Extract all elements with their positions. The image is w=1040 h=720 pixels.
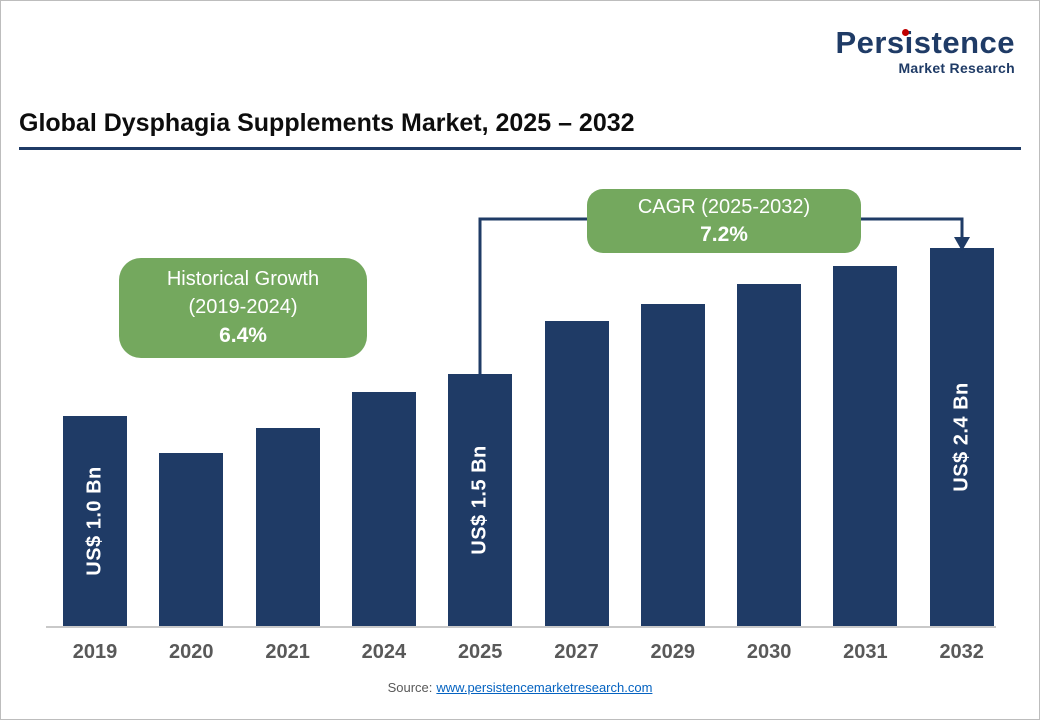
logo: Persistence Market Research <box>835 27 1015 76</box>
historical-growth-line2: (2019-2024) <box>188 295 298 318</box>
bar-2031 <box>833 266 898 626</box>
logo-wordmark: Persistence <box>835 25 1015 60</box>
x-axis-label-2021: 2021 <box>265 641 310 663</box>
cagr-callout: CAGR (2025-2032) 7.2% <box>587 189 861 253</box>
title-underline <box>19 147 1021 150</box>
bar-2029 <box>640 304 705 626</box>
historical-growth-value: 6.4% <box>219 323 267 347</box>
x-axis-label-2019: 2019 <box>72 641 118 663</box>
logo-red-dot-icon <box>902 29 910 36</box>
bar-2020 <box>159 453 224 626</box>
bar-2024 <box>351 392 416 626</box>
x-axis-label-2030: 2030 <box>746 641 792 663</box>
x-axis-label-2029: 2029 <box>650 641 696 663</box>
cagr-value: 7.2% <box>700 222 748 246</box>
bar-2019: US$ 1.0 Bn <box>63 416 127 626</box>
bar-value-label-2032: US$ 2.4 Bn <box>950 382 973 492</box>
source-prefix: Source: <box>387 680 433 695</box>
historical-growth-line1: Historical Growth <box>166 267 320 290</box>
bar-value-label-2025: US$ 1.5 Bn <box>468 445 491 555</box>
x-axis-label-2024: 2024 <box>361 641 407 663</box>
source-link[interactable]: www.persistencemarketresearch.com <box>436 680 653 695</box>
bar-2032: US$ 2.4 Bn <box>929 248 994 626</box>
chart-title: Global Dysphagia Supplements Market, 202… <box>19 109 635 137</box>
historical-growth-callout: Historical Growth (2019-2024) 6.4% <box>119 258 367 358</box>
x-axis-label-2027: 2027 <box>554 641 599 663</box>
cagr-line1: CAGR (2025-2032) <box>637 195 811 218</box>
bar-value-label-2019: US$ 1.0 Bn <box>83 466 106 576</box>
logo-subtitle: Market Research <box>898 60 1015 76</box>
x-axis-label-2032: 2032 <box>939 641 984 663</box>
x-axis-label-2031: 2031 <box>843 641 888 663</box>
bar-2025: US$ 1.5 Bn <box>448 374 513 626</box>
source-line: Source: www.persistencemarketresearch.com <box>1 680 1039 695</box>
bar-2021 <box>255 428 320 626</box>
x-axis-label-2025: 2025 <box>457 641 503 663</box>
x-axis-line <box>46 626 996 628</box>
bar-2030 <box>737 284 802 626</box>
x-axis-label-2020: 2020 <box>169 641 214 663</box>
bar-2027 <box>544 321 609 626</box>
